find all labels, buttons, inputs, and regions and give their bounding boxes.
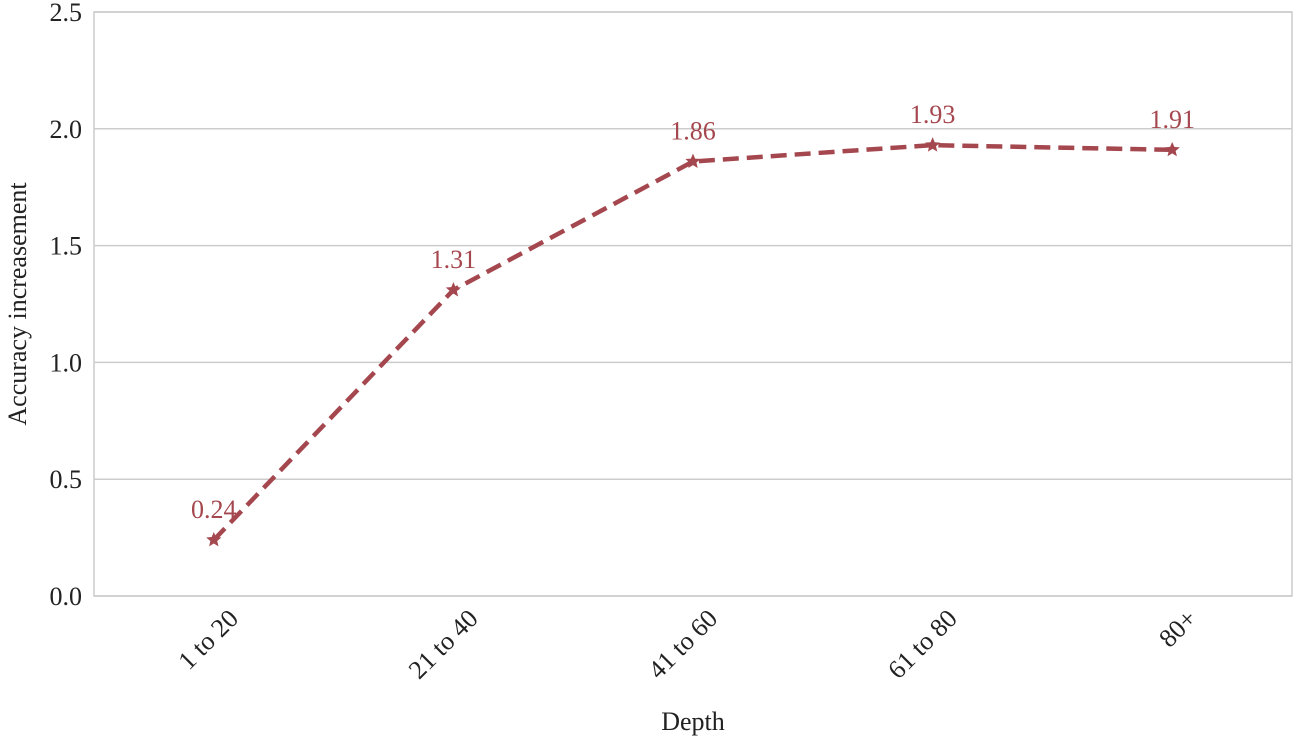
point-marker bbox=[1164, 141, 1180, 157]
x-tick-label: 41 to 60 bbox=[642, 604, 723, 685]
plot-frame bbox=[93, 11, 1293, 597]
x-tick-label: 80+ bbox=[1153, 604, 1202, 653]
y-axis-title: Accuracy increasement bbox=[3, 182, 32, 426]
x-tick-label: 1 to 20 bbox=[172, 604, 244, 676]
x-tick-label: 21 to 40 bbox=[403, 604, 484, 685]
data-label: 1.31 bbox=[431, 245, 477, 274]
y-tick-label: 0.0 bbox=[50, 582, 83, 611]
y-tick-label: 2.5 bbox=[50, 0, 83, 27]
data-label: 1.86 bbox=[670, 117, 716, 146]
point-marker bbox=[924, 137, 941, 152]
x-tick-label: 61 to 80 bbox=[882, 604, 963, 685]
data-label: 1.91 bbox=[1149, 105, 1195, 134]
data-label: 1.93 bbox=[910, 100, 956, 129]
point-marker bbox=[685, 153, 701, 168]
y-tick-label: 0.5 bbox=[50, 465, 83, 494]
y-tick-label: 1.5 bbox=[50, 232, 83, 261]
point-marker bbox=[445, 281, 462, 297]
y-tick-label: 1.0 bbox=[50, 348, 83, 377]
point-marker bbox=[206, 531, 222, 547]
data-line bbox=[212, 142, 1173, 542]
data-label: 0.24 bbox=[191, 495, 237, 524]
x-axis-title: Depth bbox=[661, 707, 725, 736]
y-tick-label: 2.0 bbox=[50, 115, 83, 144]
